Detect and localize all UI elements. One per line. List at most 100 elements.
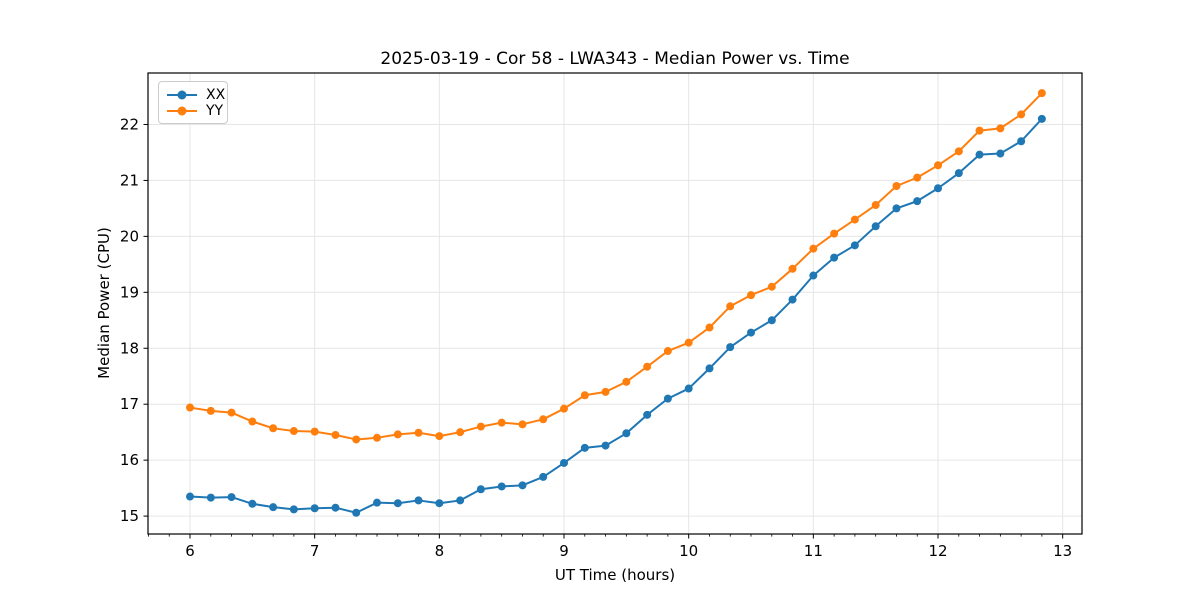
data-point bbox=[310, 427, 319, 436]
data-point bbox=[788, 264, 797, 273]
data-point bbox=[934, 161, 943, 170]
data-point bbox=[435, 432, 444, 441]
data-point bbox=[809, 244, 818, 253]
data-point bbox=[539, 415, 548, 424]
data-point bbox=[954, 169, 963, 178]
legend-line-marker-icon bbox=[167, 90, 197, 100]
data-point bbox=[954, 147, 963, 156]
x-axis-label: UT Time (hours) bbox=[554, 566, 676, 584]
data-point bbox=[331, 503, 340, 512]
data-point bbox=[497, 418, 506, 427]
data-point bbox=[871, 222, 880, 231]
y-tick-label: 18 bbox=[120, 339, 139, 357]
data-point bbox=[393, 430, 402, 439]
chart-title: 2025-03-19 - Cor 58 - LWA343 - Median Po… bbox=[380, 49, 850, 69]
y-tick-label: 21 bbox=[120, 171, 139, 189]
x-axis-minor-ticks bbox=[148, 534, 1043, 537]
data-point bbox=[414, 496, 423, 505]
data-point bbox=[289, 505, 298, 514]
x-tick-label: 12 bbox=[928, 542, 947, 560]
legend-label: XX bbox=[206, 87, 226, 103]
legend-line-marker-icon bbox=[167, 106, 197, 116]
y-tick-label: 15 bbox=[120, 507, 139, 525]
data-point bbox=[850, 215, 859, 224]
data-point bbox=[705, 323, 714, 332]
data-point bbox=[1017, 137, 1026, 146]
x-tick-label: 7 bbox=[310, 542, 320, 560]
legend: XX YY bbox=[158, 81, 228, 124]
data-point bbox=[352, 435, 361, 444]
series-line bbox=[189, 92, 1043, 441]
y-tick-label: 17 bbox=[120, 395, 139, 413]
data-point bbox=[456, 428, 465, 437]
data-point bbox=[352, 508, 361, 517]
data-point bbox=[622, 377, 631, 386]
y-axis-ticks: 15 16 17 18 19 20 21 22 bbox=[120, 115, 148, 525]
data-point bbox=[560, 458, 569, 467]
data-point bbox=[227, 408, 236, 417]
data-point bbox=[663, 347, 672, 356]
x-tick-label: 6 bbox=[185, 542, 195, 560]
data-point bbox=[186, 403, 195, 412]
data-point bbox=[996, 124, 1005, 133]
y-tick-label: 16 bbox=[120, 451, 139, 469]
data-point bbox=[331, 430, 340, 439]
x-tick-label: 9 bbox=[559, 542, 569, 560]
data-point bbox=[289, 427, 298, 436]
data-point bbox=[373, 433, 382, 442]
data-point bbox=[560, 404, 569, 413]
data-point bbox=[892, 182, 901, 191]
data-point bbox=[684, 384, 693, 393]
data-point bbox=[684, 338, 693, 347]
data-point bbox=[539, 472, 548, 481]
data-point bbox=[913, 197, 922, 206]
data-point bbox=[850, 241, 859, 250]
data-point bbox=[248, 417, 257, 426]
data-point bbox=[1037, 114, 1046, 123]
data-point bbox=[830, 253, 839, 262]
data-point bbox=[476, 422, 485, 431]
data-point bbox=[975, 126, 984, 135]
data-point bbox=[601, 441, 610, 450]
data-point bbox=[767, 316, 776, 325]
data-point bbox=[767, 282, 776, 291]
x-axis-ticks: 6 7 8 9 10 11 12 13 bbox=[185, 534, 1072, 560]
legend-item-xx: XX bbox=[167, 87, 225, 103]
data-point bbox=[206, 493, 215, 502]
data-point bbox=[913, 173, 922, 182]
data-point bbox=[892, 204, 901, 213]
data-point bbox=[975, 150, 984, 159]
data-point bbox=[809, 271, 818, 280]
plot-spines bbox=[147, 72, 1083, 535]
data-point bbox=[248, 499, 257, 508]
data-point bbox=[393, 499, 402, 508]
data-point bbox=[580, 443, 589, 452]
y-axis-label: Median Power (CPU) bbox=[95, 227, 113, 379]
data-point bbox=[414, 428, 423, 437]
gridlines bbox=[148, 73, 1082, 534]
x-tick-label: 11 bbox=[804, 542, 823, 560]
data-point bbox=[186, 492, 195, 501]
data-point bbox=[1037, 89, 1046, 98]
data-point bbox=[643, 362, 652, 371]
data-point bbox=[580, 391, 589, 400]
data-point bbox=[601, 387, 610, 396]
data-point bbox=[788, 295, 797, 304]
data-point bbox=[456, 496, 465, 505]
data-point bbox=[518, 420, 527, 429]
data-point bbox=[435, 499, 444, 508]
series-xx bbox=[186, 114, 1046, 517]
data-point bbox=[622, 429, 631, 438]
data-point bbox=[705, 364, 714, 373]
data-point bbox=[310, 504, 319, 513]
x-tick-label: 13 bbox=[1053, 542, 1072, 560]
data-point bbox=[518, 481, 527, 490]
data-point bbox=[1017, 110, 1026, 119]
data-point bbox=[871, 201, 880, 210]
data-point bbox=[206, 406, 215, 415]
x-tick-label: 10 bbox=[679, 542, 698, 560]
data-point bbox=[830, 229, 839, 238]
y-tick-label: 22 bbox=[120, 115, 139, 133]
data-point bbox=[996, 149, 1005, 158]
